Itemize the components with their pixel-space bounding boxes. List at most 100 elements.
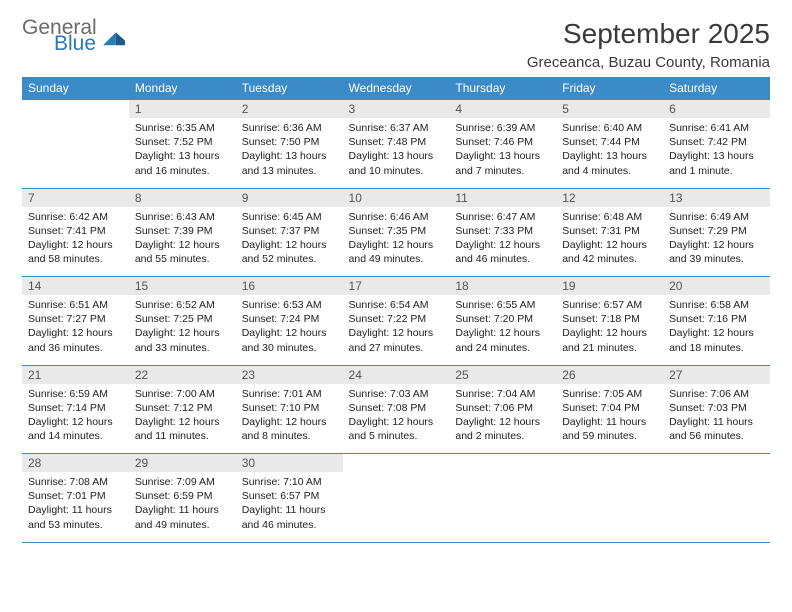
content-row: Sunrise: 6:51 AMSunset: 7:27 PMDaylight:… <box>22 295 770 365</box>
daylight-line: Daylight: 12 hours and 55 minutes. <box>135 238 230 266</box>
sunrise-line: Sunrise: 6:36 AM <box>242 121 337 135</box>
day-number-cell: 30 <box>236 454 343 473</box>
daylight-line: Daylight: 11 hours and 49 minutes. <box>135 503 230 531</box>
sunset-line: Sunset: 7:01 PM <box>28 489 123 503</box>
day-content-cell: Sunrise: 7:10 AMSunset: 6:57 PMDaylight:… <box>236 472 343 542</box>
sunrise-line: Sunrise: 6:41 AM <box>669 121 764 135</box>
sunrise-line: Sunrise: 6:46 AM <box>349 210 444 224</box>
day-content-cell: Sunrise: 6:46 AMSunset: 7:35 PMDaylight:… <box>343 207 450 277</box>
day-content-cell: Sunrise: 7:08 AMSunset: 7:01 PMDaylight:… <box>22 472 129 542</box>
day-number-cell: 12 <box>556 188 663 207</box>
daynum-row: 21222324252627 <box>22 365 770 384</box>
day-number-cell: 26 <box>556 365 663 384</box>
sunset-line: Sunset: 7:18 PM <box>562 312 657 326</box>
day-content-cell: Sunrise: 7:06 AMSunset: 7:03 PMDaylight:… <box>663 384 770 454</box>
day-number-cell: 10 <box>343 188 450 207</box>
sunrise-line: Sunrise: 6:53 AM <box>242 298 337 312</box>
sunrise-line: Sunrise: 7:10 AM <box>242 475 337 489</box>
sunrise-line: Sunrise: 6:35 AM <box>135 121 230 135</box>
daylight-line: Daylight: 12 hours and 52 minutes. <box>242 238 337 266</box>
daynum-row: 123456 <box>22 100 770 119</box>
location-subtitle: Greceanca, Buzau County, Romania <box>527 54 770 71</box>
sunrise-line: Sunrise: 6:58 AM <box>669 298 764 312</box>
day-content-cell: Sunrise: 6:36 AMSunset: 7:50 PMDaylight:… <box>236 118 343 188</box>
daylight-line: Daylight: 11 hours and 53 minutes. <box>28 503 123 531</box>
sunrise-line: Sunrise: 6:39 AM <box>455 121 550 135</box>
day-number-cell: 13 <box>663 188 770 207</box>
day-content-cell: Sunrise: 6:53 AMSunset: 7:24 PMDaylight:… <box>236 295 343 365</box>
sunrise-line: Sunrise: 6:52 AM <box>135 298 230 312</box>
sunrise-line: Sunrise: 7:06 AM <box>669 387 764 401</box>
daylight-line: Daylight: 11 hours and 56 minutes. <box>669 415 764 443</box>
day-content-cell <box>449 472 556 542</box>
sunrise-line: Sunrise: 6:37 AM <box>349 121 444 135</box>
daylight-line: Daylight: 12 hours and 58 minutes. <box>28 238 123 266</box>
day-number-cell <box>449 454 556 473</box>
daylight-line: Daylight: 12 hours and 36 minutes. <box>28 326 123 354</box>
sunset-line: Sunset: 7:04 PM <box>562 401 657 415</box>
sunset-line: Sunset: 7:24 PM <box>242 312 337 326</box>
daylight-line: Daylight: 12 hours and 21 minutes. <box>562 326 657 354</box>
day-number-cell <box>663 454 770 473</box>
sunset-line: Sunset: 7:39 PM <box>135 224 230 238</box>
day-number-cell: 17 <box>343 277 450 296</box>
logo-triangle-icon <box>103 28 125 46</box>
day-content-cell: Sunrise: 6:41 AMSunset: 7:42 PMDaylight:… <box>663 118 770 188</box>
day-header: Friday <box>556 77 663 100</box>
day-content-cell: Sunrise: 6:43 AMSunset: 7:39 PMDaylight:… <box>129 207 236 277</box>
day-content-cell: Sunrise: 6:45 AMSunset: 7:37 PMDaylight:… <box>236 207 343 277</box>
day-number-cell: 25 <box>449 365 556 384</box>
sunset-line: Sunset: 7:12 PM <box>135 401 230 415</box>
day-number-cell: 11 <box>449 188 556 207</box>
day-number-cell: 21 <box>22 365 129 384</box>
day-number-cell <box>343 454 450 473</box>
content-row: Sunrise: 6:35 AMSunset: 7:52 PMDaylight:… <box>22 118 770 188</box>
sunset-line: Sunset: 7:06 PM <box>455 401 550 415</box>
daylight-line: Daylight: 12 hours and 33 minutes. <box>135 326 230 354</box>
day-number-cell: 20 <box>663 277 770 296</box>
day-content-cell: Sunrise: 6:39 AMSunset: 7:46 PMDaylight:… <box>449 118 556 188</box>
daylight-line: Daylight: 13 hours and 1 minute. <box>669 149 764 177</box>
daylight-line: Daylight: 12 hours and 2 minutes. <box>455 415 550 443</box>
day-header-row: Sunday Monday Tuesday Wednesday Thursday… <box>22 77 770 100</box>
day-number-cell: 6 <box>663 100 770 119</box>
daylight-line: Daylight: 12 hours and 42 minutes. <box>562 238 657 266</box>
daylight-line: Daylight: 12 hours and 27 minutes. <box>349 326 444 354</box>
sunrise-line: Sunrise: 6:55 AM <box>455 298 550 312</box>
daylight-line: Daylight: 13 hours and 4 minutes. <box>562 149 657 177</box>
day-content-cell: Sunrise: 7:05 AMSunset: 7:04 PMDaylight:… <box>556 384 663 454</box>
day-header: Wednesday <box>343 77 450 100</box>
sunset-line: Sunset: 7:10 PM <box>242 401 337 415</box>
calendar-body: 123456Sunrise: 6:35 AMSunset: 7:52 PMDay… <box>22 100 770 543</box>
day-content-cell: Sunrise: 6:35 AMSunset: 7:52 PMDaylight:… <box>129 118 236 188</box>
day-header: Sunday <box>22 77 129 100</box>
sunrise-line: Sunrise: 6:43 AM <box>135 210 230 224</box>
day-number-cell: 14 <box>22 277 129 296</box>
sunrise-line: Sunrise: 6:49 AM <box>669 210 764 224</box>
sunset-line: Sunset: 7:50 PM <box>242 135 337 149</box>
day-number-cell: 1 <box>129 100 236 119</box>
sunrise-line: Sunrise: 6:57 AM <box>562 298 657 312</box>
daylight-line: Daylight: 12 hours and 24 minutes. <box>455 326 550 354</box>
title-block: September 2025 Greceanca, Buzau County, … <box>527 18 770 71</box>
day-content-cell: Sunrise: 6:51 AMSunset: 7:27 PMDaylight:… <box>22 295 129 365</box>
day-number-cell: 27 <box>663 365 770 384</box>
day-content-cell <box>343 472 450 542</box>
day-content-cell: Sunrise: 6:59 AMSunset: 7:14 PMDaylight:… <box>22 384 129 454</box>
sunset-line: Sunset: 7:25 PM <box>135 312 230 326</box>
daylight-line: Daylight: 12 hours and 14 minutes. <box>28 415 123 443</box>
sunset-line: Sunset: 7:08 PM <box>349 401 444 415</box>
daylight-line: Daylight: 12 hours and 39 minutes. <box>669 238 764 266</box>
calendar-table: Sunday Monday Tuesday Wednesday Thursday… <box>22 77 770 543</box>
day-number-cell: 8 <box>129 188 236 207</box>
sunset-line: Sunset: 7:16 PM <box>669 312 764 326</box>
sunrise-line: Sunrise: 7:01 AM <box>242 387 337 401</box>
daylight-line: Daylight: 12 hours and 18 minutes. <box>669 326 764 354</box>
day-number-cell <box>556 454 663 473</box>
daylight-line: Daylight: 12 hours and 11 minutes. <box>135 415 230 443</box>
day-content-cell <box>663 472 770 542</box>
sunset-line: Sunset: 7:35 PM <box>349 224 444 238</box>
daylight-line: Daylight: 11 hours and 59 minutes. <box>562 415 657 443</box>
day-number-cell: 18 <box>449 277 556 296</box>
sunset-line: Sunset: 7:37 PM <box>242 224 337 238</box>
